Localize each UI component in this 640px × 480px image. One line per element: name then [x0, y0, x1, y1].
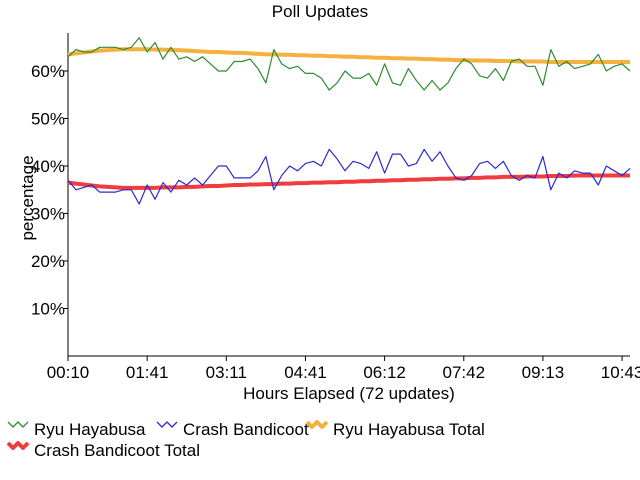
legend-label: Ryu Hayabusa: [34, 420, 146, 439]
y-ticks: 10% 20% 30% 40% 50% 60%: [31, 62, 68, 319]
legend-label: Ryu Hayabusa Total: [333, 420, 485, 439]
series-line-ryu-hayabusa-total: [67, 47, 630, 64]
y-tick-label: 10%: [31, 300, 65, 319]
x-tick-label: 07:42: [443, 363, 486, 382]
x-tick-label: 10:43: [601, 363, 640, 382]
legend-swatch-crash-bandicoot: [156, 421, 178, 428]
legend-label: Crash Bandicoot: [183, 420, 309, 439]
y-tick-label: 20%: [31, 252, 65, 271]
x-tick-label: 06:12: [363, 363, 406, 382]
legend-swatch-crash-bandicoot-total: [6, 441, 30, 450]
legend-swatch-ryu-hayabusa: [7, 421, 29, 428]
x-tick-label: 00:10: [47, 363, 90, 382]
legend: Ryu Hayabusa Crash Bandicoot Ryu Hayabusa …: [6, 420, 485, 460]
series-line-ryu-hayabusa: [67, 37, 631, 91]
series-lines: [67, 37, 631, 205]
y-tick-label: 50%: [31, 110, 65, 129]
x-tick-label: 04:41: [284, 363, 327, 382]
x-tick-label: 03:11: [206, 363, 247, 382]
y-tick-label: 40%: [31, 157, 65, 176]
series-line-crash-bandicoot-total: [67, 173, 630, 190]
x-ticks: 00:10 01:41 03:11 04:41 06:12 07:42 09:13 10:43: [47, 356, 640, 382]
chart-title: Poll Updates: [272, 2, 368, 21]
legend-label: Crash Bandicoot Total: [34, 441, 200, 460]
x-tick-label: 01:41: [126, 363, 169, 382]
series-line-crash-bandicoot: [67, 148, 631, 205]
x-axis-label: Hours Elapsed (72 updates): [243, 384, 455, 403]
x-tick-label: 09:13: [522, 363, 565, 382]
y-tick-label: 30%: [31, 205, 65, 224]
y-axis-label: percentage: [18, 155, 37, 240]
legend-swatch-ryu-hayabusa-total: [305, 420, 329, 429]
plot-area: 10%20%30%40%50%60% 00:10 01:41 03:11 04:41 0…: [31, 33, 640, 382]
y-tick-label: 60%: [31, 62, 65, 81]
